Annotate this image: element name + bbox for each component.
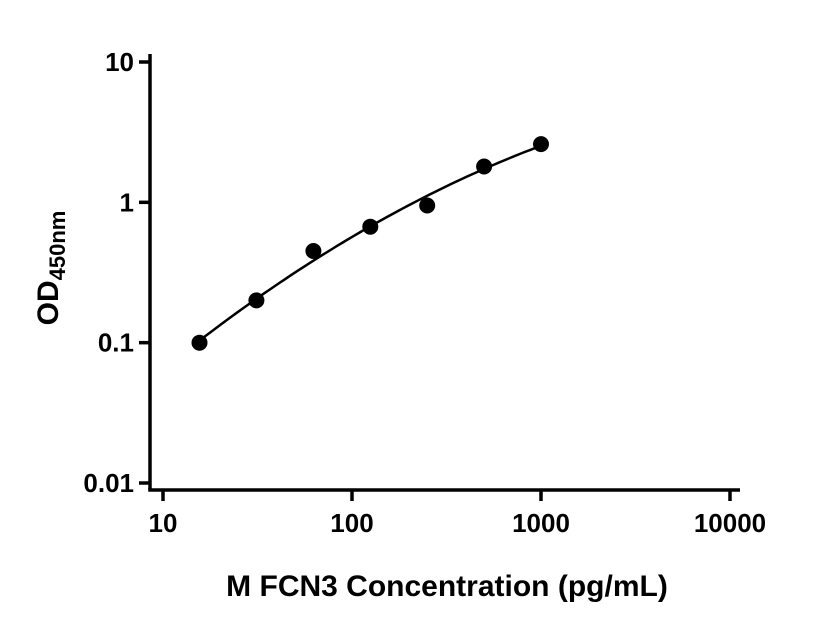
y-tick-label: 1 [120, 187, 134, 217]
fit-curve [198, 144, 542, 342]
data-point [533, 136, 549, 153]
y-axis-title: OD450nm [32, 211, 70, 326]
x-tick-label: 10000 [694, 508, 766, 538]
y-tick-label: 0.1 [98, 328, 134, 358]
y-axis-title-subscript: 450nm [45, 211, 70, 281]
plot-area: 10 100 1000 10000 0.01 0.1 1 10 [83, 47, 766, 538]
data-point [305, 243, 322, 259]
x-tick-label: 1000 [512, 508, 570, 538]
y-tick-label: 0.01 [83, 468, 134, 498]
x-tick-label: 100 [330, 508, 373, 538]
data-point [248, 292, 265, 309]
data-point [362, 218, 379, 235]
data-point [476, 158, 493, 175]
y-tick-label: 10 [105, 47, 134, 77]
x-axis-title: M FCN3 Concentration (pg/mL) [226, 570, 668, 603]
data-point [191, 334, 208, 351]
data-point [419, 197, 436, 214]
y-axis-title-main: OD [32, 280, 65, 325]
x-tick-label: 10 [149, 508, 178, 538]
